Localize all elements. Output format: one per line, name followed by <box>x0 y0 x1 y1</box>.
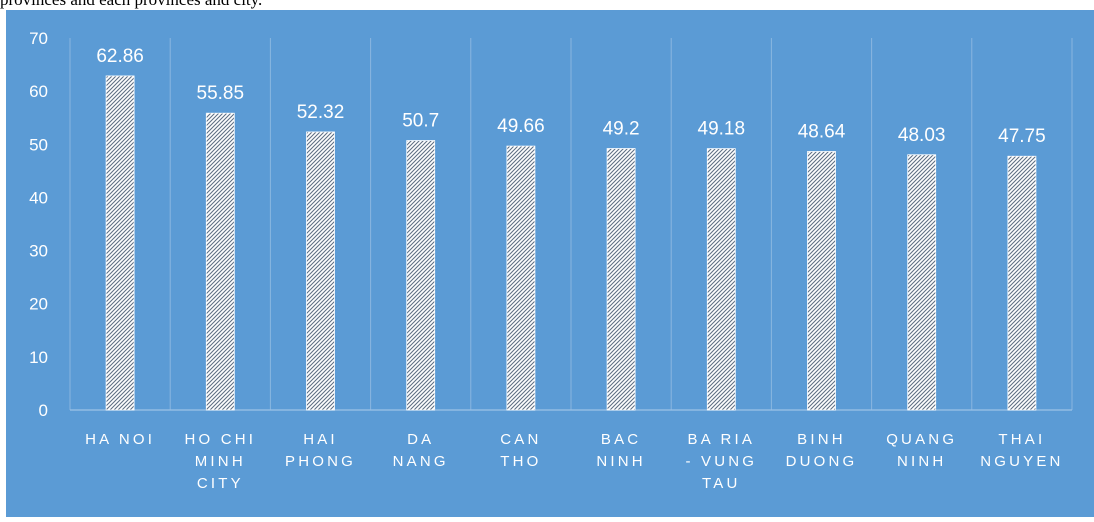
x-tick-label: PHONG <box>285 453 356 470</box>
x-tick-label: NINH <box>596 453 645 470</box>
y-tick-label: 50 <box>29 135 48 154</box>
y-tick-label: 10 <box>29 348 48 367</box>
x-tick-label: BINH <box>797 431 846 448</box>
bar <box>606 148 636 411</box>
data-label: 49.2 <box>603 119 640 140</box>
x-tick-label: BA RIA <box>688 431 756 448</box>
y-tick-label: 20 <box>29 295 48 314</box>
bar <box>105 75 135 411</box>
y-tick-label: 70 <box>29 29 48 48</box>
x-tick-label: BAC <box>601 431 641 448</box>
x-tick-label: CITY <box>197 475 244 492</box>
x-tick-label: HAI <box>303 431 338 448</box>
bar <box>807 151 836 411</box>
x-tick-label: NANG <box>393 453 449 470</box>
bar <box>907 154 937 411</box>
y-tick-label: 60 <box>29 82 48 101</box>
x-tick-label: HA NOI <box>85 431 155 448</box>
bar-chart: 0 10 20 30 40 50 60 70 62.86 HA NOI 55.85 HO CHI MIN… <box>6 10 1094 517</box>
data-label: 50.7 <box>402 111 439 132</box>
y-tick-label: 30 <box>29 242 48 261</box>
data-label: 47.75 <box>998 126 1046 147</box>
bar <box>1007 155 1037 411</box>
chart-panel: 0 10 20 30 40 50 60 70 62.86 HA NOI 55.85 HO CHI MIN… <box>6 10 1094 517</box>
bar <box>706 148 736 411</box>
bar <box>506 145 536 411</box>
x-tick-label: QUANG <box>886 431 957 448</box>
y-tick-label: 0 <box>39 401 48 420</box>
data-label: 49.18 <box>698 119 746 140</box>
data-label: 62.86 <box>96 46 144 67</box>
x-tick-label: - VUNG <box>685 453 757 470</box>
x-tick-label: CAN <box>500 431 541 448</box>
caption-text: provinces and each provinces and city. <box>0 0 262 10</box>
x-tick-label: THAI <box>998 431 1045 448</box>
x-tick-label: DUONG <box>786 453 858 470</box>
data-label: 52.32 <box>297 102 345 123</box>
bar <box>306 131 335 411</box>
x-tick-label: TAU <box>702 475 741 492</box>
data-label: 48.03 <box>898 125 946 146</box>
data-label: 49.66 <box>497 116 545 137</box>
x-tick-label: THO <box>500 453 541 470</box>
x-tick-label: MINH <box>195 453 246 470</box>
x-tick-label: NGUYEN <box>980 453 1063 470</box>
x-tick-label: HO CHI <box>184 431 256 448</box>
x-tick-label: NINH <box>897 453 946 470</box>
x-tick-label: DA <box>407 431 434 448</box>
data-label: 55.85 <box>197 83 245 104</box>
y-tick-label: 40 <box>29 188 48 207</box>
bar <box>406 140 436 411</box>
bar <box>205 112 235 411</box>
data-label: 48.64 <box>798 122 846 143</box>
